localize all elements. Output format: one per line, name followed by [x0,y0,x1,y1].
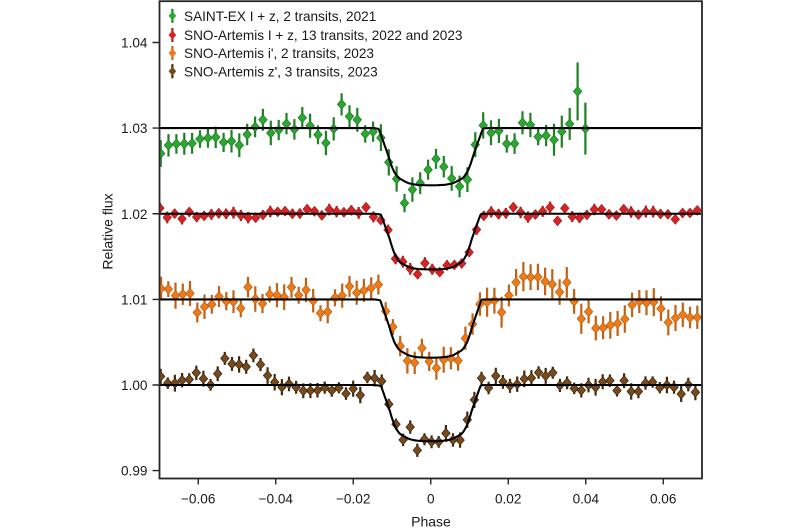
svg-text:1.04: 1.04 [121,36,148,51]
svg-text:1.01: 1.01 [121,292,147,307]
svg-text:Phase: Phase [411,514,451,530]
svg-text:1.02: 1.02 [121,207,147,222]
svg-text:0.02: 0.02 [495,492,521,507]
svg-text:0.04: 0.04 [573,492,600,507]
svg-text:0.06: 0.06 [650,492,676,507]
svg-text:1.00: 1.00 [121,378,148,393]
svg-text:−0.06: −0.06 [181,492,215,507]
svg-text:0: 0 [427,492,435,507]
svg-text:1.03: 1.03 [121,121,147,136]
svg-text:SNO-Artemis z', 3 transits, 20: SNO-Artemis z', 3 transits, 2023 [184,64,378,79]
svg-text:−0.02: −0.02 [336,492,370,507]
svg-text:SAINT-EX I + z, 2 transits, 20: SAINT-EX I + z, 2 transits, 2021 [184,9,376,24]
svg-text:Relative flux: Relative flux [100,193,116,269]
svg-text:SNO-Artemis i', 2 transits, 20: SNO-Artemis i', 2 transits, 2023 [184,46,374,61]
svg-text:SNO-Artemis I + z, 13 transits: SNO-Artemis I + z, 13 transits, 2022 and… [184,28,462,43]
svg-text:0.99: 0.99 [121,464,147,479]
svg-text:−0.04: −0.04 [259,492,294,507]
